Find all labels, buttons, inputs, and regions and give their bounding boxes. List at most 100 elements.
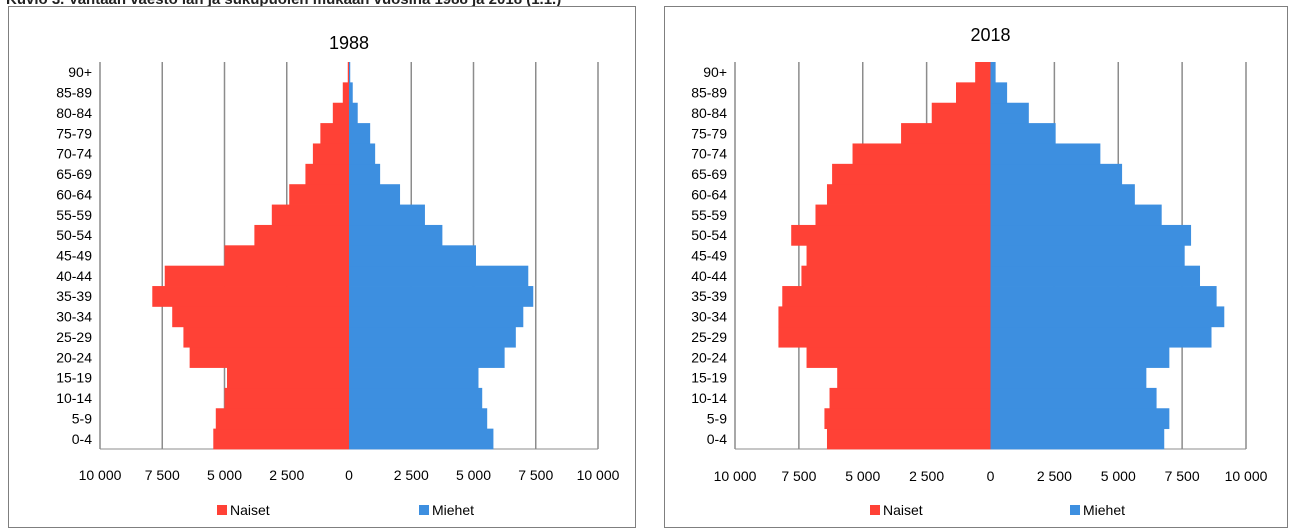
bar-miehet [990,245,1185,267]
bar-naiset [215,408,349,430]
x-tick-label: 2 500 [909,468,944,484]
bar-miehet [349,82,353,104]
y-tick-label: 80-84 [691,105,727,121]
bar-miehet [349,163,381,185]
x-tick-label: 10 000 [714,468,757,484]
y-tick-label: 35-39 [56,288,92,304]
bar-naiset [320,123,349,144]
y-tick-label: 25-29 [691,329,727,345]
bar-miehet [990,408,1170,430]
y-tick-label: 90+ [68,64,92,80]
y-tick-label: 35-39 [691,288,727,304]
y-tick-label: 20-24 [691,349,727,365]
bar-naiset [778,306,991,328]
bar-naiset [289,184,349,205]
bar-naiset [213,428,349,450]
bar-naiset [189,347,349,368]
x-tick-label: 7 500 [1165,468,1200,484]
y-tick-label: 75-79 [56,125,92,141]
y-tick-label: 55-59 [56,207,92,223]
x-tick-label: 5 000 [1101,468,1136,484]
bar-naiset [172,306,349,328]
y-tick-label: 75-79 [691,125,727,141]
x-tick-label: 5 000 [207,467,242,483]
legend-swatch [870,505,880,515]
bar-miehet [990,387,1157,409]
x-tick-label: 0 [987,468,995,484]
y-tick-label: 85-89 [691,85,727,101]
bar-naiset [782,286,991,307]
bar-miehet [990,347,1170,368]
bar-miehet [349,123,371,144]
bar-miehet [349,428,494,450]
y-tick-label: 50-54 [56,227,92,243]
bar-naiset [347,62,349,83]
x-tick-label: 0 [345,467,353,483]
y-tick-label: 30-34 [56,309,92,325]
bar-naiset [778,326,991,348]
bar-miehet [349,408,488,430]
y-tick-label: 90+ [703,64,727,80]
x-tick-label: 5 000 [845,468,880,484]
x-tick-label: 10 000 [577,467,620,483]
y-tick-label: 80-84 [56,105,92,121]
bar-naiset [829,387,991,409]
bar-miehet [990,62,996,83]
bar-naiset [975,62,991,83]
y-tick-label: 5-9 [707,410,727,426]
bar-naiset [791,224,991,246]
legend-label: Naiset [230,502,270,518]
y-tick-label: 15-19 [56,370,92,386]
bar-miehet [349,347,505,368]
bar-miehet [349,387,483,409]
bar-miehet [990,326,1212,348]
bar-naiset [332,102,349,124]
bar-naiset [801,265,991,287]
bar-miehet [349,265,529,287]
bar-naiset [901,123,991,144]
bar-naiset [183,326,349,348]
x-tick-label: 7 500 [145,467,180,483]
bar-miehet [990,367,1147,389]
y-tick-label: 65-69 [691,166,727,182]
bar-miehet [990,123,1056,144]
chart-title: 2018 [970,25,1010,45]
legend-swatch [217,505,227,515]
bar-naiset [837,367,991,389]
x-tick-label: 10 000 [1225,468,1268,484]
x-tick-label: 7 500 [781,468,816,484]
bar-miehet [349,367,479,389]
y-tick-label: 70-74 [56,146,92,162]
figure-caption: Kuvio 3. Vantaan väestö iän ja sukupuole… [6,0,561,8]
bar-naiset [815,204,991,226]
y-tick-label: 60-64 [56,186,92,202]
legend-swatch [1070,505,1080,515]
bar-miehet [349,245,476,267]
bar-miehet [349,306,524,328]
y-tick-label: 25-29 [56,329,92,345]
chart-panel-2018: 2018 0-4 5-9 10-14 15-19 20-24 25-29 30-34 35-39… [664,6,1288,528]
bar-naiset [224,387,349,409]
bar-miehet [990,265,1201,287]
bar-naiset [832,163,991,185]
bar-miehet [349,224,443,246]
legend-label: Miehet [432,502,474,518]
bar-miehet [349,184,401,205]
bar-naiset [806,245,991,267]
y-tick-label: 20-24 [56,349,92,365]
y-tick-label: 10-14 [691,390,727,406]
bar-miehet [349,286,534,307]
chart-panel-1988: 1988 0-4 5-9 10-14 15-19 20-24 25-29 30-34 35-39… [8,6,636,528]
bar-miehet [349,143,376,165]
y-tick-label: 55-59 [691,207,727,223]
bar-naiset [826,184,991,205]
bar-miehet [990,82,1008,104]
bar-miehet [990,102,1029,124]
bar-miehet [349,102,358,124]
y-tick-label: 45-49 [56,248,92,264]
y-tick-label: 15-19 [691,370,727,386]
bar-miehet [990,143,1101,165]
bar-naiset [824,408,991,430]
y-tick-label: 40-44 [56,268,92,284]
legend-label: Naiset [883,502,923,518]
